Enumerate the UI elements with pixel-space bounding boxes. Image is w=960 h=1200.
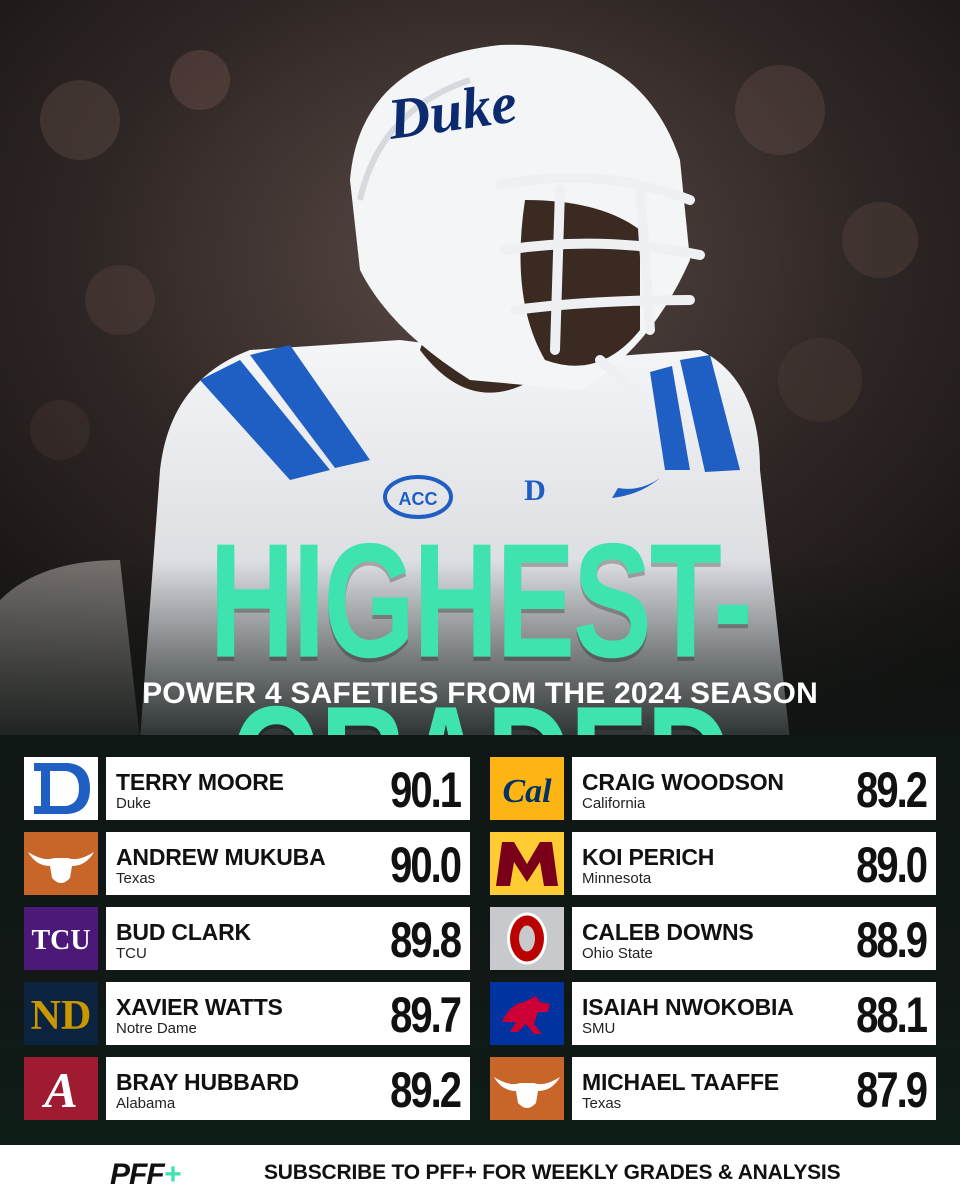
player-name: KOI PERICH <box>582 844 715 870</box>
plus-icon: + <box>164 1158 181 1188</box>
player-info-card: KOI PERICH Minnesota 89.0 <box>572 832 936 895</box>
player-school: Alabama <box>116 1095 176 1112</box>
footer-cta[interactable]: SUBSCRIBE TO PFF+ FOR WEEKLY GRADES & AN… <box>264 1161 841 1184</box>
notre-dame-logo-icon: ND <box>24 982 98 1045</box>
player-school: SMU <box>582 1020 616 1037</box>
player-grade: 89.0 <box>856 838 928 893</box>
player-grade: 87.9 <box>856 1063 928 1118</box>
player-name: TERRY MOORE <box>116 769 284 795</box>
player-grade: 88.1 <box>856 988 928 1043</box>
player-grade: 89.2 <box>390 1063 462 1118</box>
player-info-card: MICHAEL TAAFFE Texas 87.9 <box>572 1057 936 1120</box>
player-school: Texas <box>116 870 156 887</box>
svg-text:Cal: Cal <box>502 773 552 810</box>
player-row: A BRAY HUBBARD Alabama 89.2 <box>24 1057 470 1120</box>
player-row: ISAIAH NWOKOBIA SMU 88.1 <box>490 982 936 1045</box>
ranking-column-left: TERRY MOORE Duke 90.1 ANDREW MUKUBA Texa… <box>24 757 470 1132</box>
texas-longhorn-logo-icon <box>24 832 98 895</box>
player-info-card: BRAY HUBBARD Alabama 89.2 <box>106 1057 470 1120</box>
player-row: MICHAEL TAAFFE Texas 87.9 <box>490 1057 936 1120</box>
player-info-card: ISAIAH NWOKOBIA SMU 88.1 <box>572 982 936 1045</box>
player-grade: 89.8 <box>390 913 462 968</box>
player-school: Minnesota <box>582 870 652 887</box>
player-name: CRAIG WOODSON <box>582 769 784 795</box>
player-info-card: XAVIER WATTS Notre Dame 89.7 <box>106 982 470 1045</box>
player-grade: 90.0 <box>390 838 462 893</box>
footer-brand: PFF+ <box>110 1158 181 1188</box>
hero-photo: ACC D Duke <box>0 0 960 740</box>
player-name: XAVIER WATTS <box>116 994 283 1020</box>
player-school: Notre Dame <box>116 1020 197 1037</box>
player-school: Ohio State <box>582 945 653 962</box>
footer-bar: PFF+ SUBSCRIBE TO PFF+ FOR WEEKLY GRADES… <box>0 1145 960 1200</box>
player-row: Cal CRAIG WOODSON California 89.2 <box>490 757 936 820</box>
svg-text:ND: ND <box>31 993 92 1039</box>
player-grade: 88.9 <box>856 913 928 968</box>
player-name: CALEB DOWNS <box>582 919 754 945</box>
player-grade: 89.2 <box>856 763 928 818</box>
player-school: Duke <box>116 795 152 812</box>
player-name: ANDREW MUKUBA <box>116 844 326 870</box>
player-info-card: ANDREW MUKUBA Texas 90.0 <box>106 832 470 895</box>
player-school: TCU <box>116 945 147 962</box>
subheadline: POWER 4 SAFETIES FROM THE 2024 SEASON <box>142 677 818 710</box>
smu-logo-icon <box>490 982 564 1045</box>
player-info-card: CRAIG WOODSON California 89.2 <box>572 757 936 820</box>
player-row: KOI PERICH Minnesota 89.0 <box>490 832 936 895</box>
tcu-logo-icon: TCU <box>24 907 98 970</box>
player-info-card: TERRY MOORE Duke 90.1 <box>106 757 470 820</box>
svg-text:D: D <box>524 474 546 507</box>
player-school: California <box>582 795 646 812</box>
player-name: BRAY HUBBARD <box>116 1069 299 1095</box>
ranking-list: TERRY MOORE Duke 90.1 ANDREW MUKUBA Texa… <box>0 735 960 1145</box>
player-school: Texas <box>582 1095 622 1112</box>
player-row: CALEB DOWNS Ohio State 88.9 <box>490 907 936 970</box>
minnesota-logo-icon <box>490 832 564 895</box>
california-logo-icon: Cal <box>490 757 564 820</box>
player-grade: 89.7 <box>390 988 462 1043</box>
texas-longhorn-logo-icon <box>490 1057 564 1120</box>
ranking-column-right: Cal CRAIG WOODSON California 89.2 <box>490 757 936 1132</box>
alabama-logo-icon: A <box>24 1057 98 1120</box>
svg-text:ACC: ACC <box>399 489 438 509</box>
player-name: BUD CLARK <box>116 919 251 945</box>
svg-text:TCU: TCU <box>31 925 90 956</box>
player-row: ND XAVIER WATTS Notre Dame 89.7 <box>24 982 470 1045</box>
player-info-card: CALEB DOWNS Ohio State 88.9 <box>572 907 936 970</box>
player-row: TCU BUD CLARK TCU 89.8 <box>24 907 470 970</box>
player-row: ANDREW MUKUBA Texas 90.0 <box>24 832 470 895</box>
pff-plus-logo-icon: PFF+ <box>110 1158 182 1188</box>
player-grade: 90.1 <box>390 763 462 818</box>
player-illustration: ACC D Duke <box>0 0 960 740</box>
duke-logo-icon <box>24 757 98 820</box>
player-name: MICHAEL TAAFFE <box>582 1069 779 1095</box>
player-info-card: BUD CLARK TCU 89.8 <box>106 907 470 970</box>
player-name: ISAIAH NWOKOBIA <box>582 994 794 1020</box>
ohio-state-logo-icon <box>490 907 564 970</box>
svg-text:A: A <box>41 1062 77 1118</box>
player-row: TERRY MOORE Duke 90.1 <box>24 757 470 820</box>
